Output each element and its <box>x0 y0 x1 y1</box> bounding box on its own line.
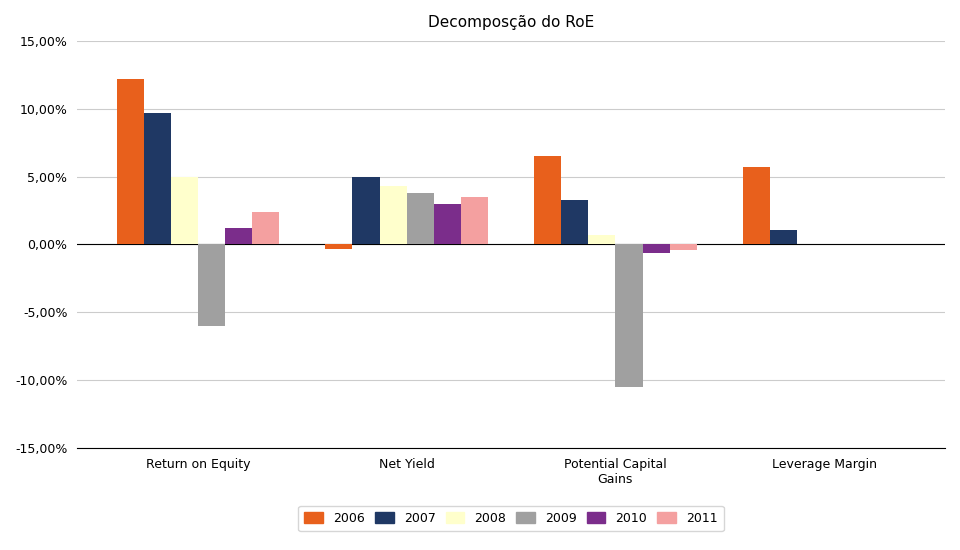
Bar <box>615 245 642 387</box>
Bar <box>144 113 171 245</box>
Bar <box>670 245 697 250</box>
Bar <box>407 193 434 245</box>
Bar <box>461 197 488 245</box>
Title: Decomposção do RoE: Decomposção do RoE <box>428 15 594 30</box>
Bar <box>534 156 562 245</box>
Bar <box>434 204 461 245</box>
Bar <box>225 228 252 245</box>
Bar <box>743 167 770 245</box>
Bar <box>352 177 379 245</box>
Bar <box>325 245 352 249</box>
Bar <box>116 79 144 245</box>
Bar <box>252 212 279 245</box>
Bar <box>562 200 588 245</box>
Bar <box>642 245 670 252</box>
Bar <box>770 229 797 245</box>
Bar <box>198 245 225 326</box>
Bar <box>379 186 407 245</box>
Legend: 2006, 2007, 2008, 2009, 2010, 2011: 2006, 2007, 2008, 2009, 2010, 2011 <box>299 506 724 531</box>
Bar <box>171 177 198 245</box>
Bar <box>588 235 615 245</box>
